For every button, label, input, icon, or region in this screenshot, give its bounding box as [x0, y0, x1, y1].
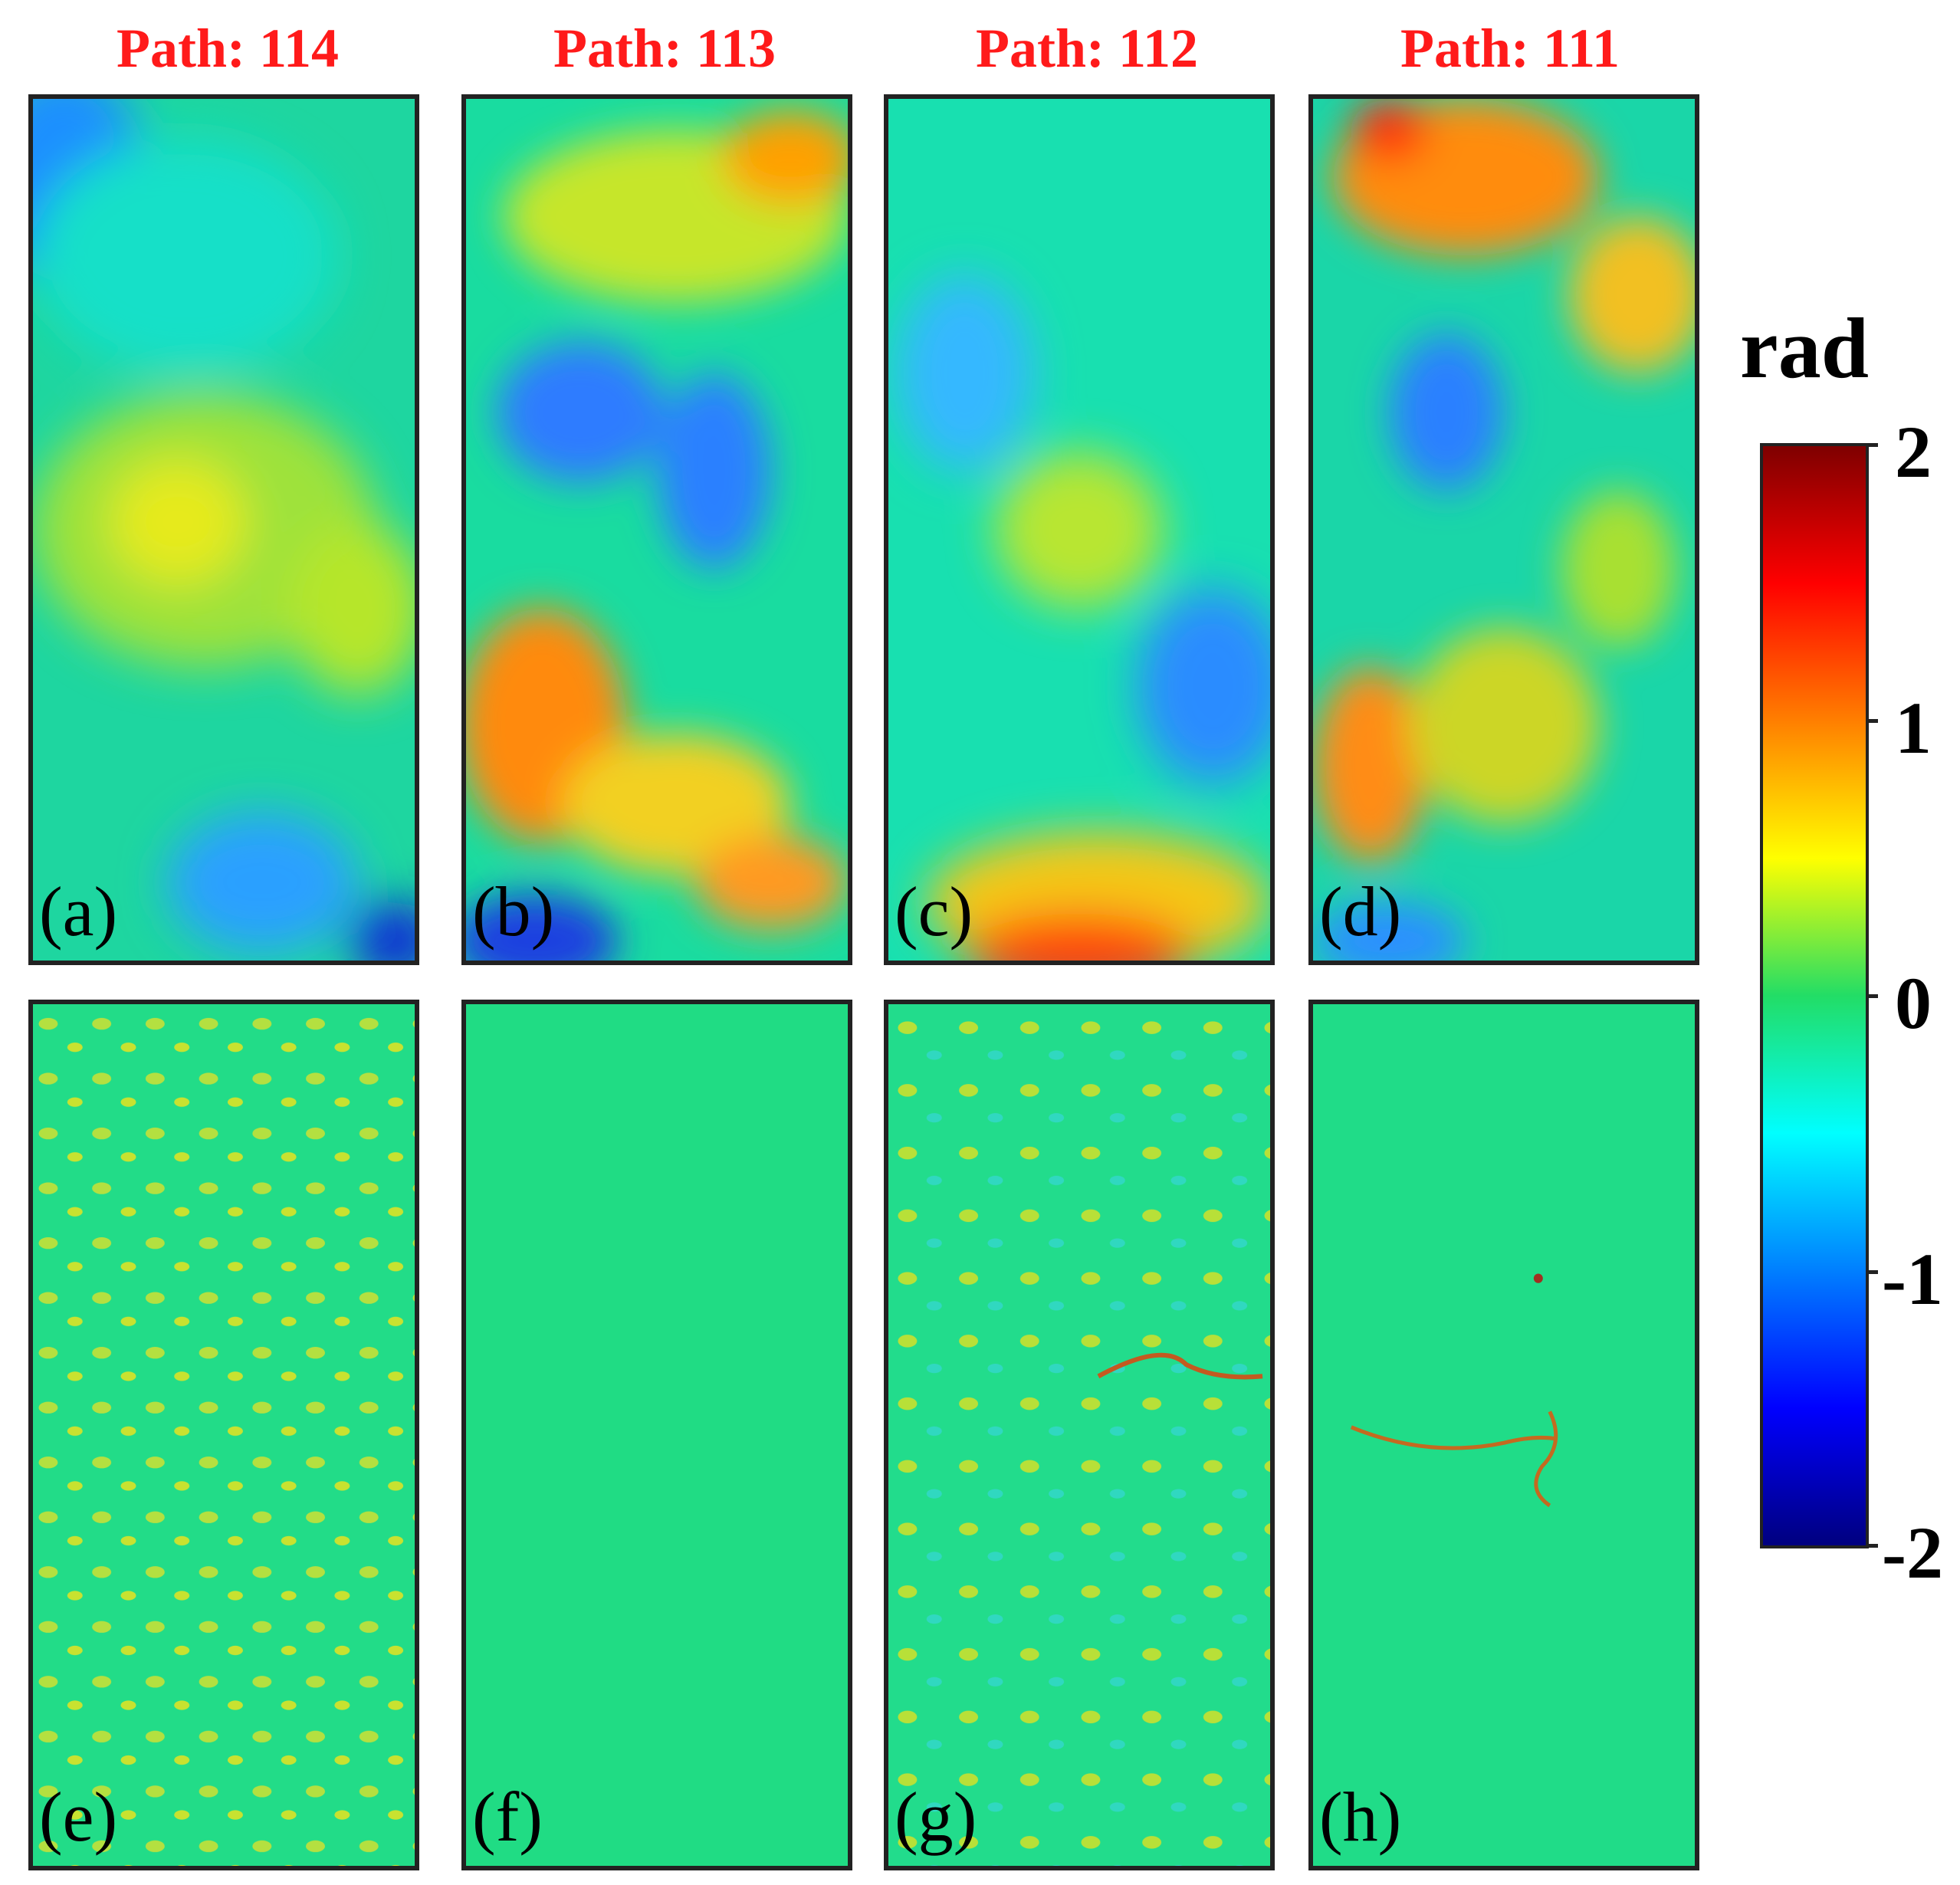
colorbar-tick — [1867, 1270, 1878, 1274]
column-title-path-111: Path: 111 — [1400, 18, 1620, 79]
phase-map-d — [1313, 99, 1695, 961]
phase-map-a — [33, 99, 415, 961]
panel-label-b: (b) — [472, 872, 555, 951]
panel-label-g: (g) — [895, 1778, 977, 1856]
panel-label-f: (f) — [472, 1778, 543, 1856]
panel-c: (c) — [884, 94, 1275, 965]
panel-label-e: (e) — [39, 1778, 118, 1856]
colorbar-tick — [1867, 443, 1878, 447]
panel-label-a: (a) — [39, 872, 118, 951]
colorbar-tick-label: 0 — [1895, 962, 1932, 1044]
phase-map-c — [888, 99, 1270, 961]
phase-map-e — [33, 1004, 415, 1866]
phase-map-b — [466, 99, 848, 961]
colorbar-tick-label: -1 — [1882, 1238, 1943, 1320]
panel-e: (e) — [28, 1000, 419, 1870]
colorbar-tick-label: 2 — [1895, 411, 1932, 493]
panel-label-c: (c) — [895, 872, 973, 951]
panel-label-h: (h) — [1319, 1778, 1402, 1856]
phase-map-g — [888, 1004, 1270, 1866]
phase-map-h — [1313, 1004, 1695, 1866]
column-title-path-112: Path: 112 — [975, 18, 1198, 79]
colorbar — [1760, 443, 1869, 1548]
panel-f: (f) — [461, 1000, 852, 1870]
colorbar-unit: rad — [1740, 301, 1869, 396]
column-title-path-113: Path: 113 — [553, 18, 776, 79]
colorbar-tick-label: -2 — [1882, 1512, 1943, 1594]
panel-a: (a) — [28, 94, 419, 965]
panel-g: (g) — [884, 1000, 1275, 1870]
panel-h: (h) — [1308, 1000, 1699, 1870]
panel-label-d: (d) — [1319, 872, 1402, 951]
colorbar-tick — [1867, 1544, 1878, 1548]
panel-b: (b) — [461, 94, 852, 965]
phase-map-f — [466, 1004, 848, 1866]
column-title-path-114: Path: 114 — [116, 18, 339, 79]
panel-d: (d) — [1308, 94, 1699, 965]
colorbar-tick — [1867, 719, 1878, 723]
colorbar-tick-label: 1 — [1895, 687, 1932, 769]
colorbar-tick — [1867, 994, 1878, 998]
